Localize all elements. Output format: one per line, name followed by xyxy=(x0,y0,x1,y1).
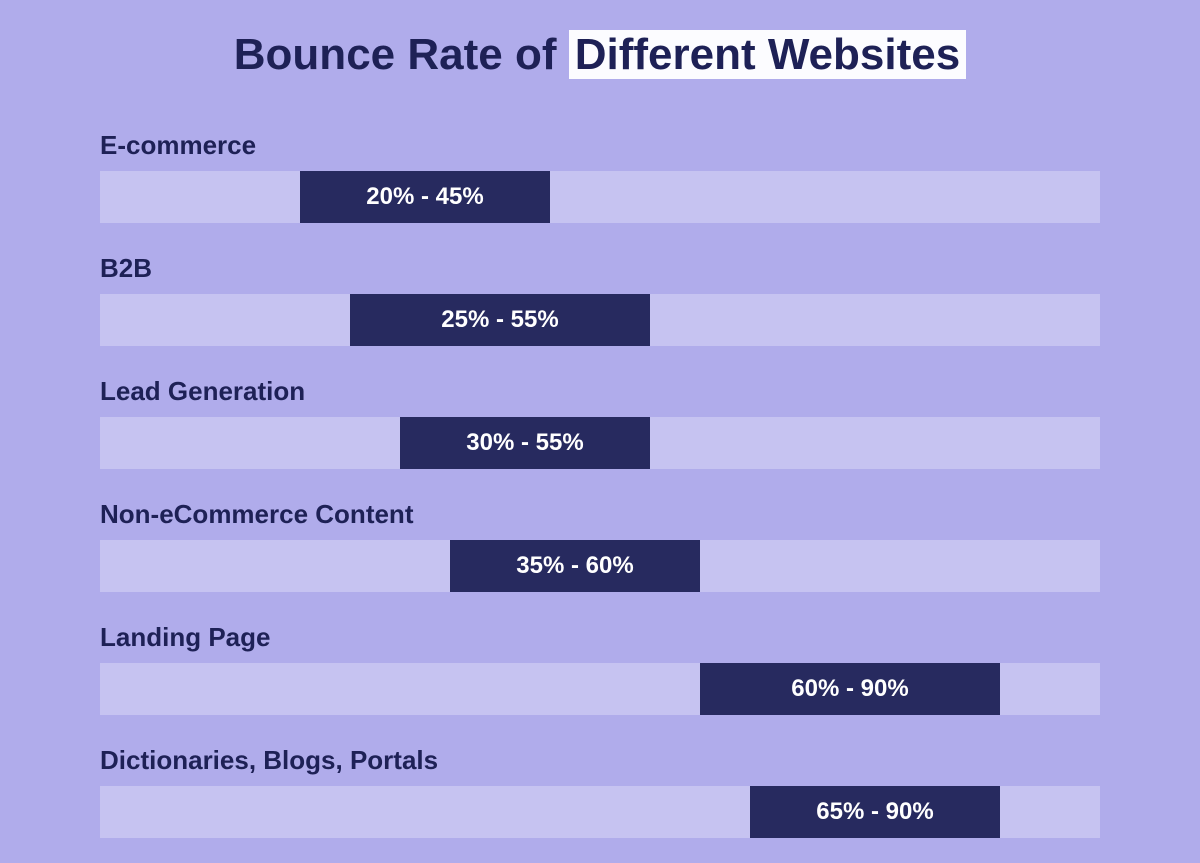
bar-range-text: 30% - 55% xyxy=(466,429,583,457)
bar-range: 30% - 55% xyxy=(400,417,650,469)
bar-range: 20% - 45% xyxy=(300,171,550,223)
bar-track: 20% - 45% xyxy=(100,171,1100,223)
chart-row: E-commerce 20% - 45% xyxy=(100,130,1100,223)
bar-range-text: 60% - 90% xyxy=(791,675,908,703)
chart-row: Lead Generation 30% - 55% xyxy=(100,376,1100,469)
bar-range-text: 25% - 55% xyxy=(441,306,558,334)
chart-title: Bounce Rate of Different Websites xyxy=(100,30,1100,80)
bar-track: 25% - 55% xyxy=(100,294,1100,346)
bar-track: 35% - 60% xyxy=(100,540,1100,592)
row-label: E-commerce xyxy=(100,130,1100,161)
chart-row: Landing Page 60% - 90% xyxy=(100,622,1100,715)
bar-track: 65% - 90% xyxy=(100,786,1100,838)
bar-range: 60% - 90% xyxy=(700,663,1000,715)
bar-range: 25% - 55% xyxy=(350,294,650,346)
bar-range-text: 65% - 90% xyxy=(816,798,933,826)
title-highlight: Different Websites xyxy=(569,30,967,79)
bar-track: 60% - 90% xyxy=(100,663,1100,715)
bar-range: 35% - 60% xyxy=(450,540,700,592)
row-label: B2B xyxy=(100,253,1100,284)
bar-track: 30% - 55% xyxy=(100,417,1100,469)
row-label: Dictionaries, Blogs, Portals xyxy=(100,745,1100,776)
bar-range: 65% - 90% xyxy=(750,786,1000,838)
chart-row: B2B 25% - 55% xyxy=(100,253,1100,346)
title-text: Bounce Rate of xyxy=(234,30,569,79)
chart-container: E-commerce 20% - 45% B2B 25% - 55% Lead Gene… xyxy=(100,130,1100,838)
chart-row: Non-eCommerce Content 35% - 60% xyxy=(100,499,1100,592)
row-label: Non-eCommerce Content xyxy=(100,499,1100,530)
bar-range-text: 20% - 45% xyxy=(366,183,483,211)
row-label: Landing Page xyxy=(100,622,1100,653)
bar-range-text: 35% - 60% xyxy=(516,552,633,580)
row-label: Lead Generation xyxy=(100,376,1100,407)
chart-row: Dictionaries, Blogs, Portals 65% - 90% xyxy=(100,745,1100,838)
